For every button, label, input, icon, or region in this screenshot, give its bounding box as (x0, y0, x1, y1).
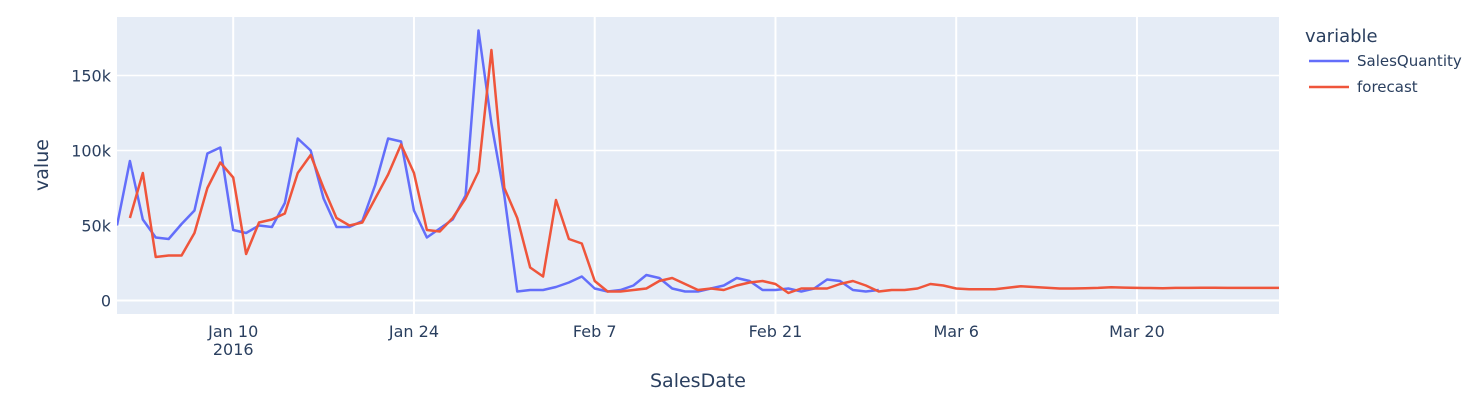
y-tick-50k: 50k (81, 217, 111, 236)
y-tick-100k: 100k (71, 142, 112, 161)
x-tick-feb-7: Feb 7 (573, 322, 617, 341)
x-tick-jan-24: Jan 24 (388, 322, 439, 341)
series-layer (117, 29, 1279, 295)
y-tick-0: 0 (101, 292, 111, 311)
legend: variable SalesQuantity forecast (1305, 26, 1462, 96)
y-tick-labels: 0 50k 100k 150k (71, 67, 112, 311)
legend-item-forecast[interactable]: forecast (1309, 78, 1418, 96)
series-line-forecast (128, 48, 1279, 295)
legend-label-salesquantity: SalesQuantity (1357, 52, 1462, 70)
x-gridlines (232, 17, 1138, 314)
legend-item-salesquantity[interactable]: SalesQuantity (1309, 52, 1462, 70)
x-axis-title: SalesDate (650, 370, 746, 392)
y-tick-150k: 150k (71, 67, 112, 86)
x-tick-mar-20: Mar 20 (1109, 322, 1165, 341)
legend-title: variable (1305, 26, 1378, 47)
plot-area (117, 17, 1279, 314)
y-axis-title: value (31, 139, 53, 191)
x-tick-feb-21: Feb 21 (749, 322, 803, 341)
x-tick-jan-10: Jan 10 (207, 322, 258, 341)
legend-label-forecast: forecast (1357, 78, 1418, 96)
x-tick-mar-6: Mar 6 (933, 322, 978, 341)
x-tick-year-2016: 2016 (213, 340, 254, 359)
